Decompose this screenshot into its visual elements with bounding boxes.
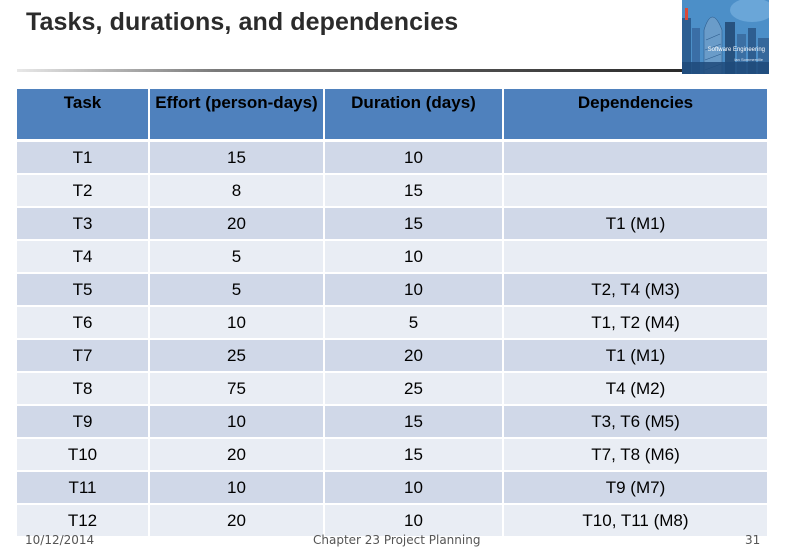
task-cell: T8	[17, 372, 150, 406]
column-header-effort: Effort (person-days)	[149, 89, 325, 142]
footer-page-number: 31	[745, 533, 761, 547]
duration-cell: 15	[324, 405, 504, 439]
dependencies-cell: T4 (M2)	[503, 372, 767, 406]
table-row: T9 10 15 T3, T6 (M5)	[17, 405, 767, 439]
table-row: T2 8 15	[17, 174, 767, 208]
dependencies-cell	[503, 140, 767, 175]
book-cover-image: Software Engineering Ian Sommerville	[682, 0, 769, 74]
effort-cell: 8	[149, 174, 325, 208]
task-cell: T11	[17, 471, 150, 505]
duration-cell: 10	[324, 504, 504, 538]
table-row: T6 10 5 T1, T2 (M4)	[17, 306, 767, 340]
task-cell: T6	[17, 306, 150, 340]
column-header-duration: Duration (days)	[324, 89, 504, 142]
task-cell: T10	[17, 438, 150, 472]
task-cell: T4	[17, 240, 150, 274]
book-cover-title: Software Engineering	[707, 47, 765, 53]
effort-cell: 10	[149, 471, 325, 505]
book-cover-author: Ian Sommerville	[734, 57, 763, 62]
table-row: T10 20 15 T7, T8 (M6)	[17, 438, 767, 472]
table-header-row: Task Effort (person-days) Duration (days…	[17, 89, 767, 142]
table-row: T12 20 10 T10, T11 (M8)	[17, 504, 767, 538]
duration-cell: 15	[324, 207, 504, 241]
task-cell: T2	[17, 174, 150, 208]
duration-cell: 15	[324, 438, 504, 472]
dependencies-cell	[503, 240, 767, 274]
duration-cell: 10	[324, 240, 504, 274]
table-row: T4 5 10	[17, 240, 767, 274]
task-cell: T12	[17, 504, 150, 538]
duration-cell: 20	[324, 339, 504, 373]
title-divider	[17, 69, 682, 72]
table-row: T7 25 20 T1 (M1)	[17, 339, 767, 373]
duration-cell: 25	[324, 372, 504, 406]
task-cell: T9	[17, 405, 150, 439]
dependencies-cell	[503, 174, 767, 208]
effort-cell: 10	[149, 306, 325, 340]
dependencies-cell: T2, T4 (M3)	[503, 273, 767, 307]
duration-cell: 10	[324, 140, 504, 175]
effort-cell: 20	[149, 207, 325, 241]
footer-date: 10/12/2014	[25, 533, 95, 547]
task-cell: T1	[17, 140, 150, 175]
duration-cell: 10	[324, 273, 504, 307]
task-cell: T5	[17, 273, 150, 307]
effort-cell: 15	[149, 140, 325, 175]
duration-cell: 15	[324, 174, 504, 208]
footer-chapter-title: Chapter 23 Project Planning	[313, 533, 481, 547]
table-row: T1 15 10	[17, 140, 767, 175]
dependencies-cell: T3, T6 (M5)	[503, 405, 767, 439]
dependencies-cell: T1 (M1)	[503, 207, 767, 241]
effort-cell: 20	[149, 438, 325, 472]
duration-cell: 5	[324, 306, 504, 340]
column-header-task: Task	[17, 89, 150, 142]
task-dependency-table: Task Effort (person-days) Duration (days…	[17, 89, 767, 538]
table-row: T11 10 10 T9 (M7)	[17, 471, 767, 505]
table-row: T5 5 10 T2, T4 (M3)	[17, 273, 767, 307]
task-cell: T7	[17, 339, 150, 373]
effort-cell: 10	[149, 405, 325, 439]
task-cell: T3	[17, 207, 150, 241]
effort-cell: 20	[149, 504, 325, 538]
effort-cell: 25	[149, 339, 325, 373]
dependencies-cell: T1 (M1)	[503, 339, 767, 373]
dependencies-cell: T1, T2 (M4)	[503, 306, 767, 340]
duration-cell: 10	[324, 471, 504, 505]
column-header-dependencies: Dependencies	[503, 89, 767, 142]
slide-title: Tasks, durations, and dependencies	[26, 8, 459, 36]
effort-cell: 5	[149, 273, 325, 307]
effort-cell: 75	[149, 372, 325, 406]
dependencies-cell: T9 (M7)	[503, 471, 767, 505]
dependencies-cell: T10, T11 (M8)	[503, 504, 767, 538]
dependencies-cell: T7, T8 (M6)	[503, 438, 767, 472]
table-row: T8 75 25 T4 (M2)	[17, 372, 767, 406]
table-row: T3 20 15 T1 (M1)	[17, 207, 767, 241]
city-skyline-illustration	[682, 0, 769, 74]
effort-cell: 5	[149, 240, 325, 274]
